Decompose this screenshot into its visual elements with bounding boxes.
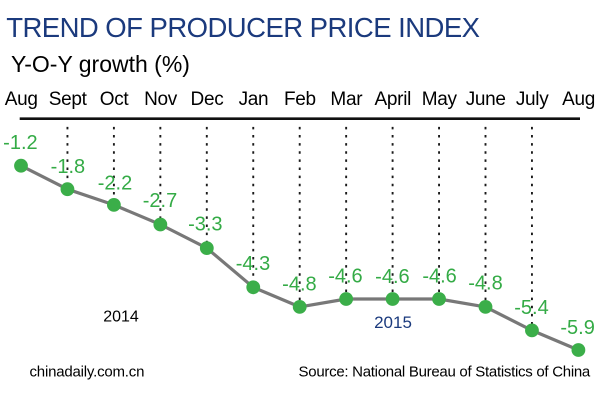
- svg-text:Aug: Aug: [562, 89, 595, 110]
- svg-text:-1.2: -1.2: [3, 132, 37, 154]
- svg-text:TREND OF PRODUCER PRICE INDEX: TREND OF PRODUCER PRICE INDEX: [6, 12, 479, 43]
- svg-text:-4.3: -4.3: [236, 253, 270, 275]
- svg-text:-1.8: -1.8: [51, 156, 85, 178]
- svg-text:Mar: Mar: [330, 89, 363, 110]
- svg-text:-4.8: -4.8: [282, 273, 316, 295]
- svg-text:April: April: [375, 89, 412, 110]
- svg-text:July: July: [516, 89, 549, 110]
- svg-text:-4.6: -4.6: [328, 266, 362, 288]
- svg-text:Feb: Feb: [284, 89, 316, 110]
- svg-text:-3.3: -3.3: [188, 214, 222, 236]
- svg-text:2014: 2014: [103, 309, 139, 326]
- svg-text:June: June: [466, 89, 506, 110]
- svg-text:Jan: Jan: [239, 89, 269, 110]
- svg-text:2015: 2015: [374, 313, 412, 332]
- svg-text:Sept: Sept: [49, 89, 88, 110]
- svg-text:-4.8: -4.8: [468, 273, 502, 295]
- svg-text:Aug: Aug: [5, 89, 38, 110]
- svg-text:-2.2: -2.2: [98, 173, 132, 195]
- svg-text:chinadaily.com.cn: chinadaily.com.cn: [30, 364, 145, 381]
- svg-text:Nov: Nov: [144, 89, 178, 110]
- svg-text:-2.7: -2.7: [143, 190, 177, 212]
- svg-text:Dec: Dec: [191, 89, 224, 110]
- svg-text:Source: National Bureau of Sta: Source: National Bureau of Statistics of…: [299, 364, 591, 381]
- svg-text:-5.4: -5.4: [514, 297, 548, 319]
- svg-text:-4.6: -4.6: [422, 266, 456, 288]
- svg-text:Oct: Oct: [100, 89, 130, 110]
- svg-text:May: May: [422, 89, 458, 110]
- svg-text:-4.6: -4.6: [375, 266, 409, 288]
- svg-text:Y-O-Y growth (%): Y-O-Y growth (%): [11, 51, 190, 77]
- svg-text:-5.9: -5.9: [560, 317, 594, 339]
